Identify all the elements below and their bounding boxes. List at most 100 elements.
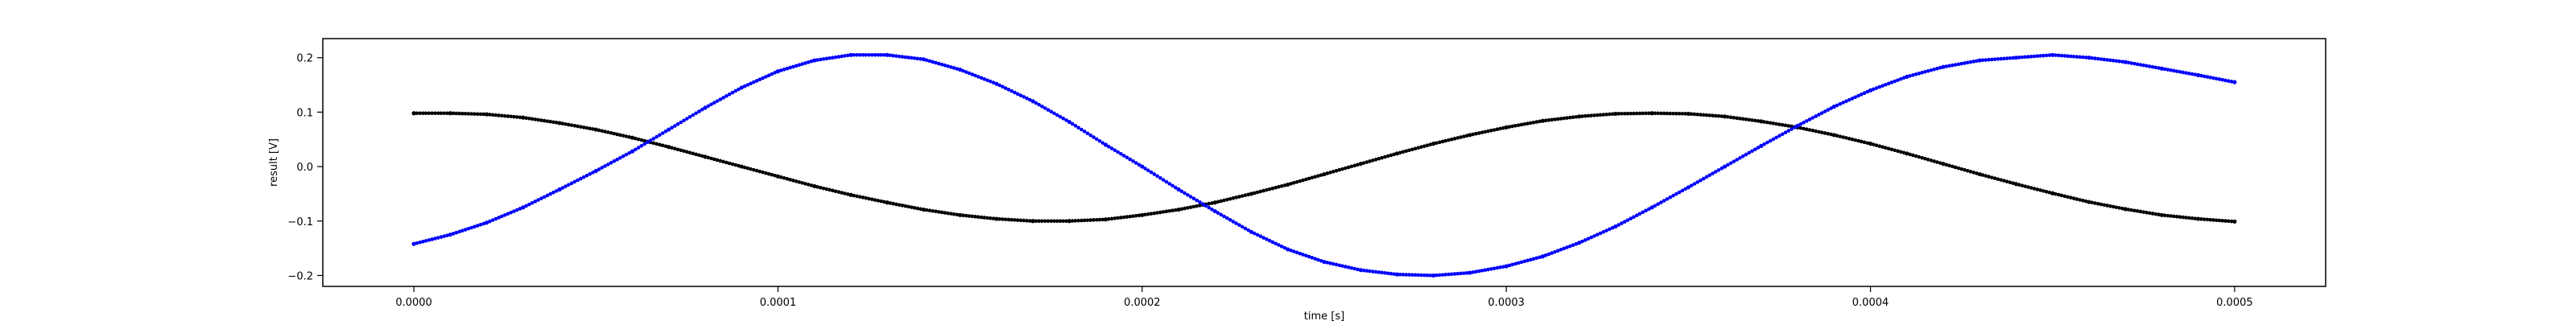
data-point: [1805, 127, 1809, 132]
data-point: [958, 67, 963, 72]
data-point: [584, 125, 589, 130]
data-point: [1992, 57, 1997, 61]
data-point: [2208, 217, 2213, 222]
data-point: [1622, 111, 1627, 116]
data-point: [1243, 226, 1248, 231]
data-point: [1831, 133, 1836, 138]
data-point: [910, 205, 914, 209]
data-point: [2044, 190, 2049, 194]
data-point: [694, 111, 698, 116]
data-point: [991, 80, 996, 85]
data-point: [989, 216, 993, 220]
data-point: [1780, 132, 1785, 137]
data-point: [733, 88, 737, 93]
data-point: [1191, 204, 1196, 209]
data-point: [1073, 124, 1078, 128]
data-point: [1752, 118, 1757, 123]
data-point: [1046, 108, 1051, 112]
data-point: [2004, 56, 2009, 60]
data-point: [473, 224, 477, 229]
data-point: [788, 65, 792, 70]
data-point: [1917, 154, 1922, 159]
data-point: [2190, 216, 2194, 220]
data-point: [1137, 162, 1141, 167]
data-point: [551, 190, 555, 195]
data-point: [1507, 125, 1512, 129]
data-point: [919, 207, 923, 212]
data-point: [961, 68, 965, 73]
data-point: [694, 152, 698, 157]
data-point: [597, 167, 601, 171]
data-point: [488, 113, 492, 117]
data-point: [551, 120, 555, 125]
data-point: [927, 208, 932, 212]
data-point: [1344, 166, 1348, 171]
data-point: [1695, 180, 1699, 184]
data-point: [1580, 239, 1584, 244]
data-point: [1901, 76, 1906, 80]
data-point: [1055, 219, 1059, 224]
data-point: [1292, 180, 1296, 185]
data-point: [1383, 154, 1387, 159]
data-point: [2038, 54, 2042, 58]
data-point: [2054, 191, 2058, 196]
data-point: [2117, 206, 2121, 210]
data-point: [1668, 195, 1673, 200]
data-point: [1819, 130, 1824, 134]
data-point: [733, 162, 737, 167]
data-point: [1707, 113, 1712, 117]
x-tick-label: 0.0003: [1488, 297, 1525, 309]
data-point: [1568, 115, 1572, 120]
data-point: [1641, 111, 1645, 116]
data-point: [1030, 99, 1035, 104]
data-point: [1987, 57, 1991, 62]
data-point: [1397, 150, 1402, 155]
data-point: [579, 176, 583, 181]
data-point: [1495, 127, 1500, 132]
data-point: [2138, 63, 2143, 67]
data-point: [1519, 122, 1524, 127]
data-point: [2004, 179, 2009, 183]
data-point: [1380, 155, 1384, 160]
data-point: [1015, 218, 1020, 222]
data-point: [536, 198, 540, 202]
data-point: [1586, 237, 1591, 241]
data-point: [1738, 117, 1742, 121]
data-point: [1659, 200, 1663, 204]
data-point: [845, 53, 850, 58]
data-point: [506, 114, 510, 118]
data-point: [2087, 56, 2091, 60]
data-point: [939, 62, 944, 67]
data-point: [1483, 130, 1488, 134]
data-point: [1610, 225, 1615, 230]
data-point: [1992, 176, 1997, 180]
data-point: [514, 115, 519, 119]
data-point: [1956, 62, 1961, 67]
data-point: [1795, 123, 1800, 128]
data-point: [1389, 271, 1393, 276]
data-point: [2205, 217, 2210, 222]
data-point: [1195, 198, 1199, 203]
data-point: [1085, 131, 1090, 136]
data-point: [1971, 60, 1976, 64]
data-point: [931, 208, 935, 213]
data-point: [1346, 165, 1351, 170]
data-point: [2093, 201, 2097, 205]
data-points: [411, 52, 2237, 278]
data-point: [1389, 153, 1393, 158]
y-axis-label: result [V]: [268, 138, 280, 187]
data-point: [521, 205, 526, 210]
data-point: [2111, 59, 2116, 63]
data-point: [1913, 154, 1918, 158]
data-point: [848, 192, 853, 197]
data-point: [1956, 166, 1961, 171]
data-point: [442, 111, 447, 116]
data-point: [824, 56, 829, 61]
data-point: [1941, 162, 1946, 167]
data-point: [1067, 219, 1071, 224]
data-point: [1656, 202, 1660, 206]
data-point: [1620, 112, 1624, 116]
data-point: [433, 237, 437, 241]
data-point: [1352, 163, 1356, 168]
data-point: [1492, 128, 1496, 132]
